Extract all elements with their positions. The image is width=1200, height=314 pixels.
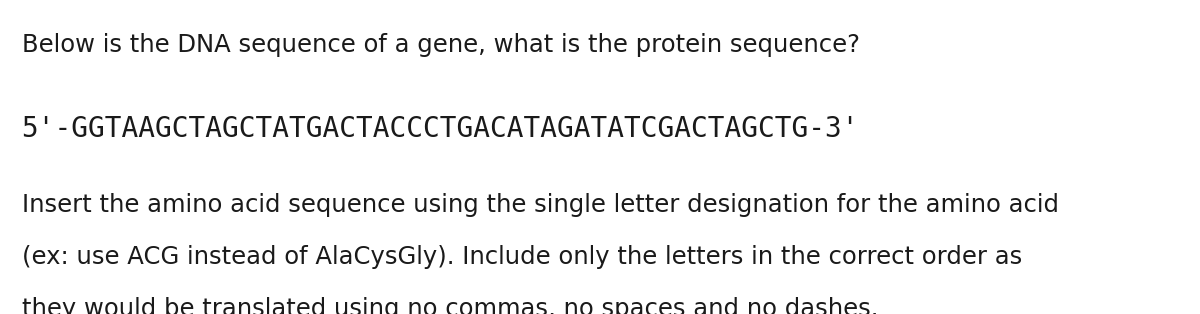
Text: they would be translated using no commas, no spaces and no dashes.: they would be translated using no commas… [22, 297, 878, 314]
Text: 5'-GGTAAGCTAGCTATGACTACCCTGACATAGATATCGACTAGCTG-3': 5'-GGTAAGCTAGCTATGACTACCCTGACATAGATATCGA… [22, 115, 859, 143]
Text: Insert the amino acid sequence using the single letter designation for the amino: Insert the amino acid sequence using the… [22, 193, 1058, 217]
Text: (ex: use ACG instead of AlaCysGly). Include only the letters in the correct orde: (ex: use ACG instead of AlaCysGly). Incl… [22, 245, 1022, 269]
Text: Below is the DNA sequence of a gene, what is the protein sequence?: Below is the DNA sequence of a gene, wha… [22, 33, 859, 57]
